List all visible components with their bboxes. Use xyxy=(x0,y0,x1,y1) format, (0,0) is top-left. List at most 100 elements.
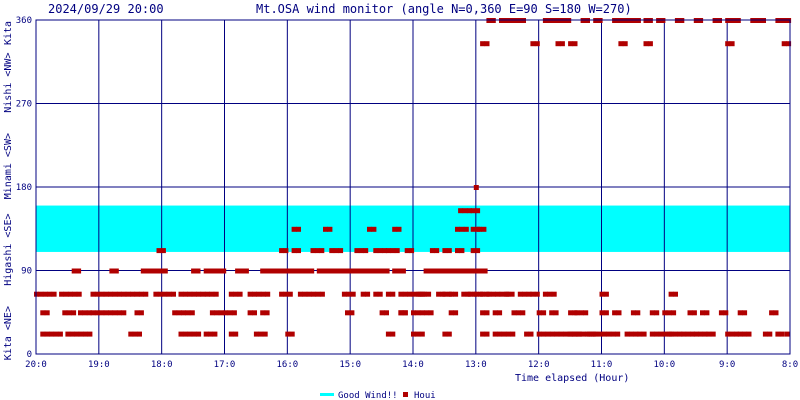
x-tick-label: 19:0 xyxy=(88,360,110,370)
data-point xyxy=(235,268,241,274)
data-point xyxy=(367,268,372,274)
data-point xyxy=(71,310,77,316)
data-point xyxy=(382,248,388,254)
data-point xyxy=(501,331,507,337)
data-point xyxy=(149,268,155,274)
data-point xyxy=(470,248,476,254)
data-point xyxy=(578,310,584,316)
data-point xyxy=(214,310,220,316)
y-side-label: Nishi <NW> xyxy=(3,53,14,113)
data-point xyxy=(492,331,498,337)
data-point xyxy=(319,291,325,297)
x-tick-label: 13:0 xyxy=(465,360,487,370)
data-point xyxy=(338,248,344,254)
data-point xyxy=(49,331,55,337)
data-point xyxy=(287,291,293,297)
data-point xyxy=(221,268,227,274)
data-point xyxy=(603,291,609,297)
data-point xyxy=(296,268,301,274)
data-point xyxy=(279,268,285,274)
data-point xyxy=(769,310,775,316)
data-point xyxy=(134,291,140,297)
data-point xyxy=(385,291,391,297)
data-point xyxy=(622,41,628,47)
data-point xyxy=(462,208,468,214)
data-point xyxy=(691,310,697,316)
data-point xyxy=(411,331,416,337)
data-point xyxy=(434,268,440,274)
data-point xyxy=(78,310,83,316)
data-point xyxy=(734,331,739,337)
data-point xyxy=(228,291,234,297)
data-point xyxy=(346,268,352,274)
data-point xyxy=(243,268,249,274)
data-point xyxy=(673,331,678,337)
data-point xyxy=(182,291,188,297)
data-point xyxy=(629,331,634,337)
data-point xyxy=(438,268,444,274)
data-point xyxy=(203,331,209,337)
y-tick-label: 90 xyxy=(21,267,32,277)
data-point xyxy=(345,310,350,316)
data-point xyxy=(398,310,404,316)
data-point xyxy=(42,291,48,297)
x-tick-label: 8:0 xyxy=(782,360,798,370)
data-point xyxy=(72,291,78,297)
data-point xyxy=(57,331,63,337)
data-point xyxy=(635,310,641,316)
data-point xyxy=(453,291,459,297)
data-point xyxy=(547,291,553,297)
data-point xyxy=(384,268,390,274)
data-point xyxy=(304,268,310,274)
data-point xyxy=(375,268,381,274)
data-point xyxy=(558,331,564,337)
data-point xyxy=(239,268,245,274)
data-point xyxy=(419,331,425,337)
data-point xyxy=(536,331,542,337)
data-point xyxy=(524,331,530,337)
data-point xyxy=(663,331,668,337)
data-point xyxy=(191,268,197,274)
data-point xyxy=(231,310,237,316)
data-point xyxy=(227,310,233,316)
data-point xyxy=(666,310,672,316)
y-side-label: Kita xyxy=(3,21,14,45)
data-point xyxy=(311,291,317,297)
x-tick-label: 17:0 xyxy=(214,360,236,370)
data-point xyxy=(549,310,555,316)
data-point xyxy=(497,310,503,316)
data-point xyxy=(284,268,290,274)
data-point xyxy=(473,291,479,297)
data-point xyxy=(530,291,536,297)
data-point xyxy=(153,291,159,297)
data-point xyxy=(434,248,440,254)
data-point xyxy=(415,331,421,337)
data-point xyxy=(541,331,547,337)
data-point xyxy=(379,310,385,316)
data-point xyxy=(392,268,398,274)
data-point xyxy=(291,268,297,274)
data-point xyxy=(612,310,618,316)
data-point xyxy=(178,331,184,337)
data-point xyxy=(218,310,224,316)
data-point xyxy=(426,291,432,297)
data-point xyxy=(116,291,122,297)
data-point xyxy=(109,268,115,274)
data-point xyxy=(400,268,406,274)
data-point xyxy=(668,331,674,337)
data-point xyxy=(128,331,134,337)
data-point xyxy=(59,291,65,297)
legend-swatch-houi xyxy=(403,392,408,397)
data-point xyxy=(140,268,146,274)
data-point xyxy=(306,291,312,297)
data-point xyxy=(99,291,105,297)
data-point xyxy=(654,331,660,337)
data-point xyxy=(477,226,482,232)
data-point xyxy=(786,41,792,47)
data-point xyxy=(185,310,191,316)
data-point xyxy=(480,41,486,47)
data-point xyxy=(559,41,565,47)
x-tick-label: 15:0 xyxy=(339,360,361,370)
data-point xyxy=(365,291,371,297)
data-point xyxy=(541,310,547,316)
